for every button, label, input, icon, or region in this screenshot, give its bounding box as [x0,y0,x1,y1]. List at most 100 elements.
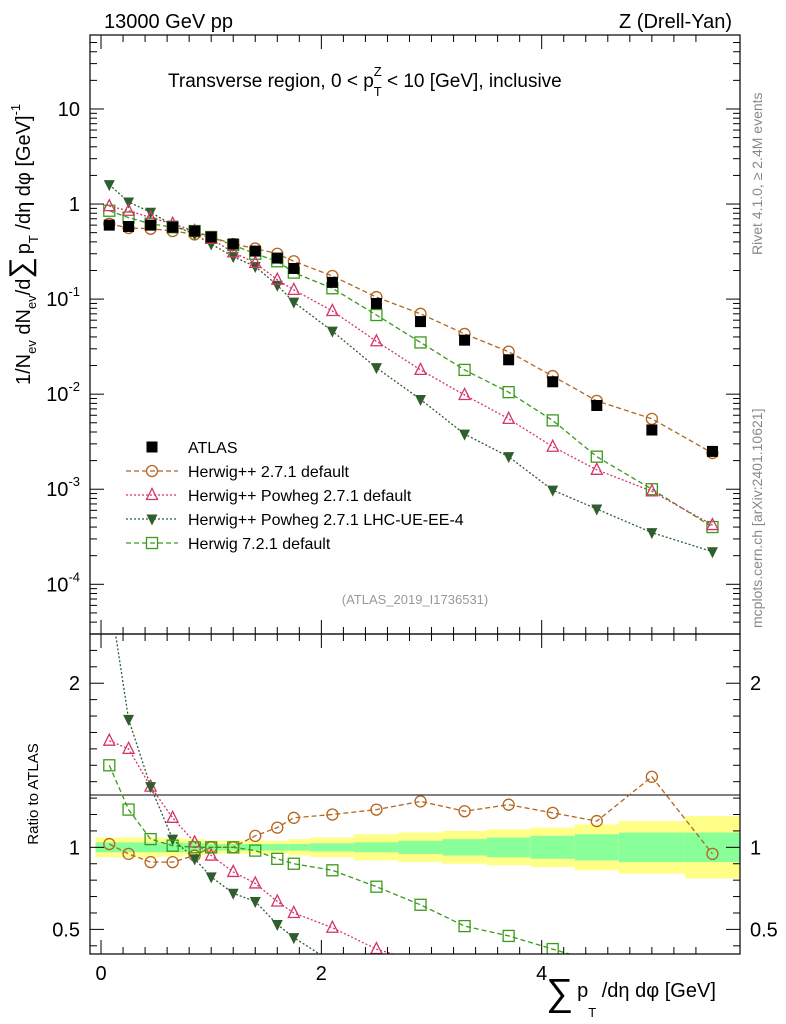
data-point-atlas [249,245,261,257]
data-point-herwig-7-2-1-default [706,520,719,534]
ratio-point-herwig-7-2-1-default [122,803,135,816]
data-point-herwig-powheg-2-7-1-default [546,438,560,452]
series-line-herwig-2-7-1-default [109,223,713,454]
x-axis-label: ∑ pT /dη dφ [GeV] [546,972,716,1020]
rivet-version-label: Rivet 4.1.0, ≥ 2.4M events [749,92,765,255]
ratio-point-herwig-2-7-1-default [271,821,284,834]
title-superscript: Z [374,64,382,79]
y-label-sum-symbol: ∑ [4,257,37,278]
data-point-atlas [503,354,515,366]
legend: ATLAS Herwig++ 2.7.1 default Herwig++ Powh… [126,440,464,553]
y-label-sub-d: T [26,235,41,243]
x-label-sub-a: T [588,1005,596,1020]
legend-item-herwig-powheg-2-7-1-default: Herwig++ Powheg 2.7.1 default [126,487,412,505]
data-point-atlas [167,221,179,233]
ratio-point-herwig-powheg-2-7-1-default [325,919,339,933]
legend-item-herwig-2-7-1-default: Herwig++ 2.7.1 default [126,464,350,481]
data-point-herwig-powheg-2-7-1-default [590,461,604,475]
ratio-point-herwig-2-7-1-default [326,808,339,821]
data-point-atlas [271,252,283,264]
data-point-herwig-powheg-2-7-1-default [226,244,240,258]
y-tick-label: 10-2 [46,379,80,406]
ratio-point-herwig-7-2-1-default [546,942,559,954]
uncertainty-band-stat [266,844,289,851]
y-tick-label-base: 10 [58,99,80,121]
ratio-line-herwig-powheg-2-7-1-lhc-ue-ee-4 [114,634,321,954]
data-point-atlas [646,424,658,436]
data-point-herwig-powheg-2-7-1-default [287,281,301,296]
ratio-point-herwig-powheg-2-7-1-lhc-ue-ee-4 [189,854,201,866]
ratio-line-herwig-powheg-2-7-1-default [109,740,396,954]
ratio-point-herwig-powheg-2-7-1-default [102,732,116,746]
ratio-point-herwig-powheg-2-7-1-default [370,941,383,954]
ratio-line-herwig-7-2-1-default [108,765,572,954]
data-point-herwig-powheg-2-7-1-lhc-ue-ee-4 [288,297,300,309]
data-point-atlas [326,276,338,288]
y-tick-label-base: 10 [46,384,68,406]
data-point-herwig-powheg-2-7-1-lhc-ue-ee-4 [370,363,382,375]
data-point-herwig-powheg-2-7-1-default [325,303,339,317]
ratio-point-herwig-powheg-2-7-1-default [270,893,284,907]
data-point-herwig-powheg-2-7-1-default [458,387,472,401]
uncertainty-band-stat [288,844,311,851]
series-herwig-2-7-1-default [103,217,719,460]
ratio-y-tick-label-right: 2 [750,673,761,695]
uncertainty-band-stat [95,842,118,853]
ratio-point-herwig-powheg-2-7-1-default [204,847,218,861]
ratio-series-herwig-powheg-2-7-1-lhc-ue-ee-4 [114,634,321,954]
y-tick-label-base: 10 [46,479,68,501]
y-label-part-e: /dη dφ [GeV] [13,115,35,235]
x-label-part-b: /dη dφ [GeV] [596,980,716,1002]
y-tick-label: 10-3 [46,474,80,501]
ratio-y-tick-label-right: 1 [750,837,761,859]
ratio-point-herwig-2-7-1-default [645,770,659,783]
ratio-point-herwig-powheg-2-7-1-default [287,905,301,919]
ratio-point-herwig-7-2-1-default [414,898,427,911]
uncertainty-band-stat [398,840,443,854]
uncertainty-band-stat [161,842,184,853]
data-point-atlas [189,225,201,237]
data-point-herwig-powheg-2-7-1-lhc-ue-ee-4 [503,452,515,464]
ratio-point-herwig-2-7-1-default [103,837,116,851]
data-point-herwig-7-2-1-default [414,336,427,349]
data-point-herwig-2-7-1-default [645,412,659,425]
series-herwig-7-2-1-default [103,204,719,534]
data-point-herwig-powheg-2-7-1-default [102,198,116,212]
legend-marker-herwig-powheg-2-7-1-lhc-ue-ee-4 [146,514,158,526]
data-point-atlas [415,316,427,328]
ratio-point-herwig-7-2-1-default [502,929,515,943]
data-point-herwig-powheg-2-7-1-default [122,202,136,216]
ratio-point-herwig-powheg-2-7-1-lhc-ue-ee-4 [145,782,157,794]
uncertainty-band-stat [117,842,140,853]
header-process-label: Z (Drell-Yan) [619,11,732,33]
ratio-point-herwig-powheg-2-7-1-lhc-ue-ee-4 [227,888,239,900]
y-tick-label: 10 [58,99,80,121]
ratio-point-herwig-powheg-2-7-1-default [248,875,262,889]
data-point-herwig-powheg-2-7-1-default [413,361,428,376]
uncertainty-band-stat [574,834,619,861]
ratio-point-herwig-7-2-1-default [458,919,471,933]
ratio-point-herwig-2-7-1-default [706,847,719,861]
ratio-point-herwig-2-7-1-default [590,814,603,828]
data-point-atlas [145,219,157,231]
ratio-point-herwig-7-2-1-default [271,852,284,865]
uncertainty-band-stat [442,839,487,856]
lower-y-axis-label: Ratio to ATLAS [25,743,42,844]
legend-label-atlas: ATLAS [188,440,238,457]
data-point-herwig-7-2-1-default [370,308,383,322]
header-collision-label: 13000 GeV pp [104,11,233,33]
mcplots-reference-label: mcplots.cern.ch [arXiv:2401.10621] [749,409,765,628]
ratio-y-tick-label-left: 1 [69,837,80,859]
ratio-point-herwig-2-7-1-default [546,806,559,820]
ratio-point-herwig-2-7-1-default [122,847,135,861]
ratio-point-herwig-7-2-1-default [103,759,116,772]
ratio-point-herwig-7-2-1-default [166,839,179,852]
data-point-herwig-powheg-2-7-1-lhc-ue-ee-4 [326,326,338,338]
data-point-herwig-powheg-2-7-1-lhc-ue-ee-4 [103,180,115,192]
ratio-point-herwig-powheg-2-7-1-lhc-ue-ee-4 [288,933,300,945]
data-point-herwig-powheg-2-7-1-lhc-ue-ee-4 [415,394,427,406]
legend-marker-atlas [146,441,158,453]
upper-y-axis-label: 1/Nev dNev/d∑pT /dη dφ [GeV]-1 [4,104,41,385]
y-tick-label-exponent: -4 [68,569,80,584]
legend-label-herwig-powheg-2-7-1-default: Herwig++ Powheg 2.7.1 default [188,488,412,505]
